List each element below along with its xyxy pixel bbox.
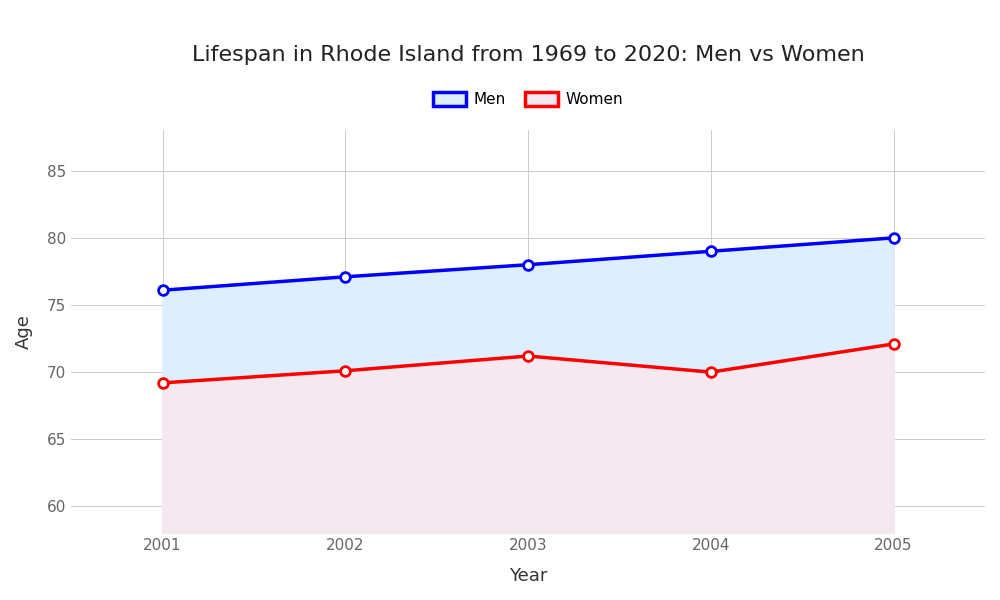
Title: Lifespan in Rhode Island from 1969 to 2020: Men vs Women: Lifespan in Rhode Island from 1969 to 20… (192, 45, 864, 65)
Legend: Men, Women: Men, Women (427, 86, 630, 113)
X-axis label: Year: Year (509, 567, 547, 585)
Y-axis label: Age: Age (15, 314, 33, 349)
